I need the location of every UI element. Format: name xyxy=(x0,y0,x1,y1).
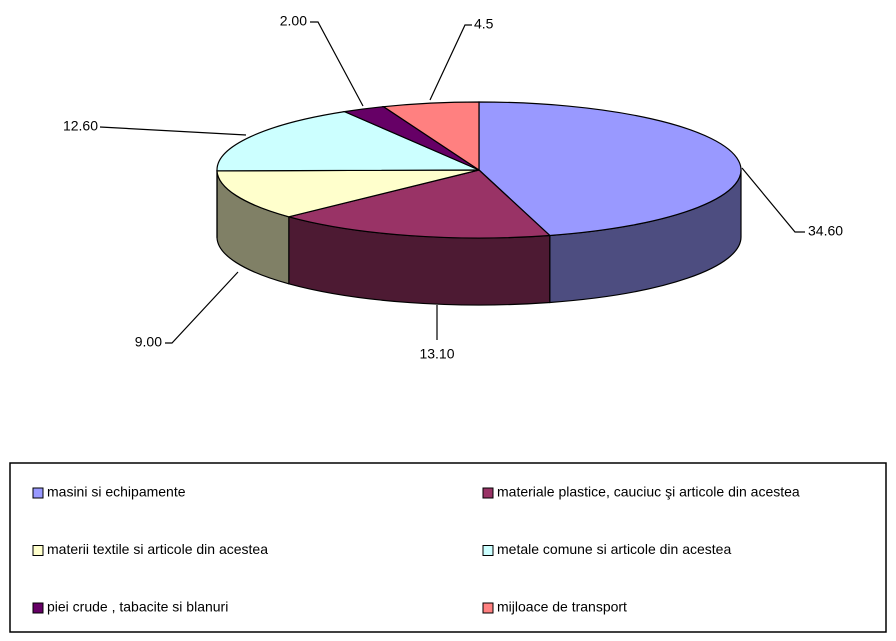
legend-swatch xyxy=(33,603,43,613)
data-label: 9.00 xyxy=(135,334,162,350)
legend-swatch xyxy=(483,546,493,556)
legend-label: materii textile si articole din acestea xyxy=(47,541,268,557)
data-label: 2.00 xyxy=(280,13,307,29)
legend-label: metale comune si articole din acestea xyxy=(497,541,731,557)
leader-line xyxy=(100,127,246,135)
leader-line xyxy=(742,168,805,232)
legend-swatch xyxy=(33,488,43,498)
legend-swatch xyxy=(483,603,493,613)
leader-line xyxy=(165,272,238,343)
legend-label: masini si echipamente xyxy=(47,484,186,500)
legend-swatch xyxy=(33,546,43,556)
data-label: 34.60 xyxy=(808,223,843,239)
data-label: 13.10 xyxy=(419,346,454,362)
leader-line xyxy=(430,25,472,100)
legend-swatch xyxy=(483,488,493,498)
leader-line xyxy=(310,22,363,106)
data-label: 12.60 xyxy=(63,118,98,134)
legend-label: mijloace de transport xyxy=(497,599,627,615)
legend-label: materiale plastice, cauciuc şi articole … xyxy=(497,484,800,500)
data-label: 4.5 xyxy=(474,16,494,32)
legend-label: piei crude , tabacite si blanuri xyxy=(47,599,228,615)
